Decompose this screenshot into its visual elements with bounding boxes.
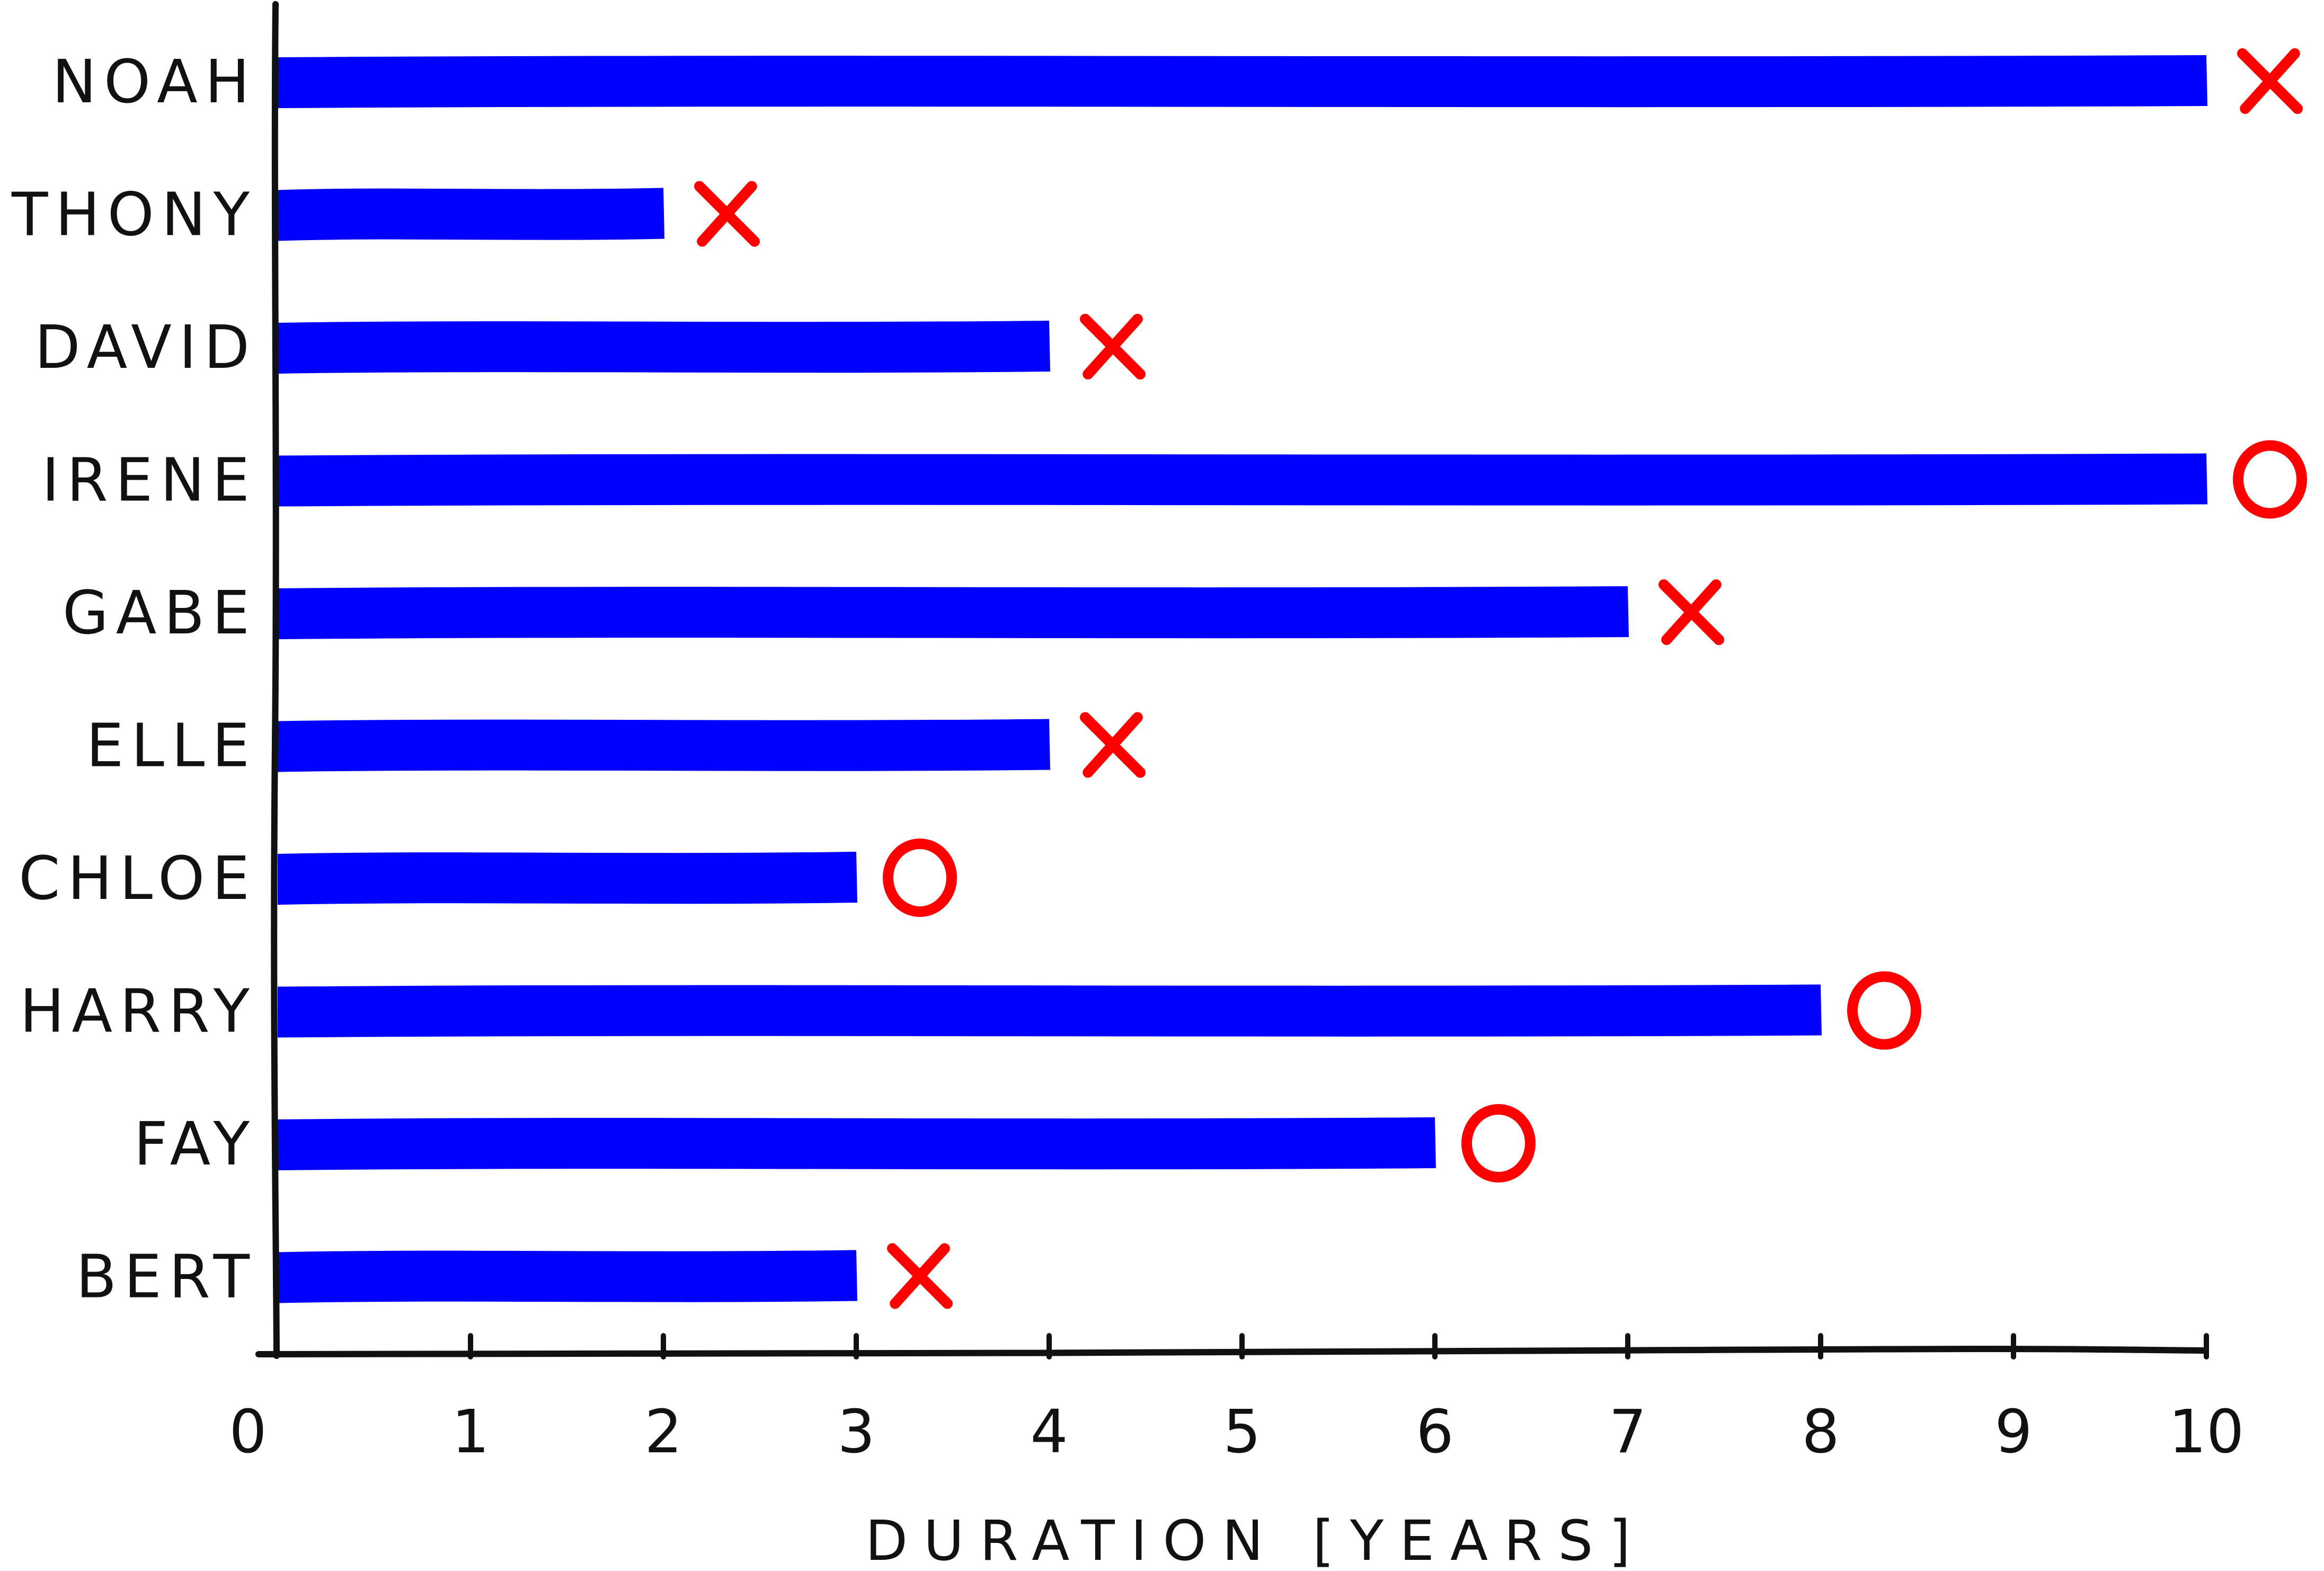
bar-bert [278,1250,857,1303]
marker-x-elle [1080,712,1146,778]
marker-x-anthony [694,181,760,247]
x-tick-label-6: 6 [1416,1398,1453,1467]
category-label-gabe: GABE [63,579,257,648]
x-tick-label-3: 3 [837,1398,875,1467]
axes-group [255,1,2206,1359]
marker-x-noah [2237,48,2303,114]
markers-group [694,48,2307,1309]
marker-x-gabe [1658,579,1724,645]
marker-o-harry [1847,971,1921,1050]
x-axis-line [255,1346,2206,1358]
x-tick-label-8: 8 [1802,1398,1839,1467]
marker-o-fay [1461,1104,1536,1182]
x-tick-label-2: 2 [644,1398,682,1467]
category-label-david: DAVID [34,313,257,382]
category-label-irene: IRENE [42,446,257,515]
bar-irene [278,453,2207,507]
x-tick-label-4: 4 [1030,1398,1068,1467]
category-label-noah: NOAH [52,48,257,117]
marker-o-irene [2233,440,2307,519]
bar-anthony [278,188,664,241]
x-tick-label-0: 0 [229,1398,267,1467]
x-tick-label-7: 7 [1609,1398,1646,1467]
category-label-harry: HARRY [20,977,257,1046]
x-tick-label-5: 5 [1223,1398,1261,1467]
category-label-anthony: ANTHONY [0,181,257,250]
category-label-fay: FAY [134,1110,257,1179]
x-tick-label-10: 10 [2169,1398,2245,1467]
category-labels-group: NOAH ANTHONY DAVID IRENE GABE ELLE CHLOE HARRY F… [0,48,257,1312]
bar-harry [278,984,1822,1038]
category-label-elle: ELLE [86,712,257,781]
bars-group [278,55,2207,1303]
x-ticks-group: 0 1 2 3 4 5 6 7 8 9 10 [229,1333,2245,1467]
y-axis-line [271,1,280,1359]
marker-o-chloe [883,839,957,917]
bar-fay [278,1117,1436,1170]
x-tick-label-1: 1 [451,1398,489,1467]
bar-gabe [278,586,1629,639]
x-axis-title: DURATION [YEARS] [865,1508,1646,1571]
bar-noah [278,55,2207,108]
category-label-bert: BERT [76,1243,257,1312]
marker-x-david [1080,314,1146,379]
marker-x-bert [887,1243,953,1309]
bar-david [278,321,1050,374]
bar-chloe [278,852,857,905]
x-tick-label-9: 9 [1994,1398,2032,1467]
category-label-chloe: CHLOE [19,844,257,913]
bar-elle [278,719,1050,772]
